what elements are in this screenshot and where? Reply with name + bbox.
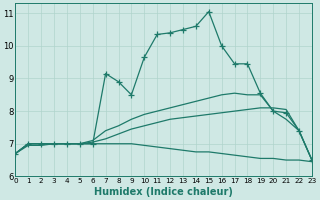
X-axis label: Humidex (Indice chaleur): Humidex (Indice chaleur) <box>94 187 233 197</box>
